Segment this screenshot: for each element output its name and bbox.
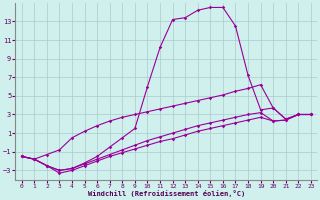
X-axis label: Windchill (Refroidissement éolien,°C): Windchill (Refroidissement éolien,°C) [88, 190, 245, 197]
